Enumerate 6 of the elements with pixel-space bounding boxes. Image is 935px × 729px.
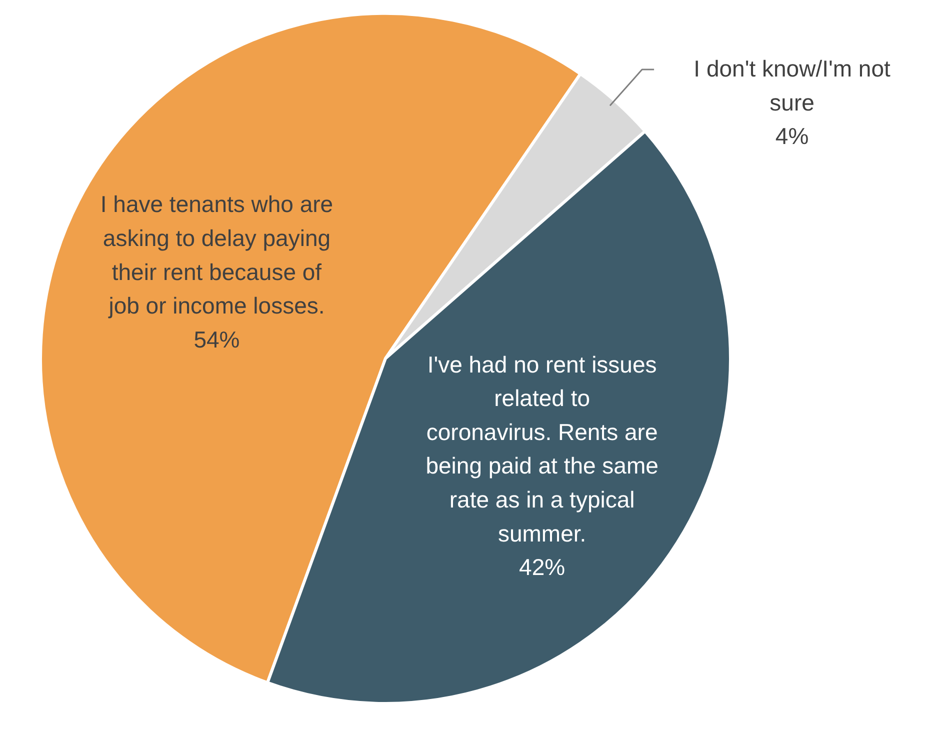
data-label: 4% xyxy=(775,123,809,150)
data-label: 42% xyxy=(519,554,566,580)
slice-label: I've had no rent issues related to coronavirus. Rents are being paid at the same rate as in a typical summer. xyxy=(426,351,658,546)
slice-label: I don't know/I'm not sure xyxy=(694,56,892,116)
slice-label: I have tenants who are asking to delay paying their rent because of job or income losses. xyxy=(100,191,334,319)
data-label: 54% xyxy=(194,326,240,352)
